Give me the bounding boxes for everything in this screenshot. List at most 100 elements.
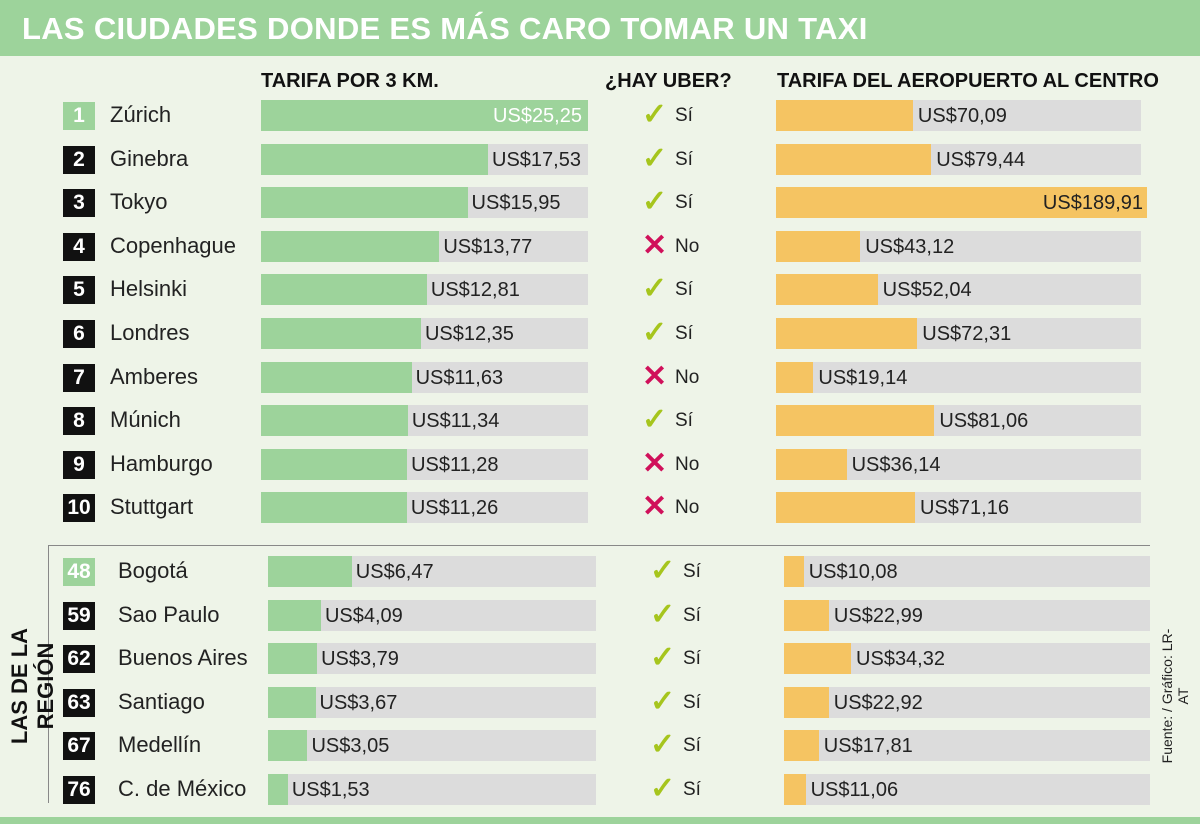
uber-status: Sí <box>683 604 701 626</box>
rank-badge: 62 <box>63 645 95 674</box>
check-icon: ✓ <box>650 554 676 587</box>
city-name: Hamburgo <box>110 450 213 476</box>
airport-bar <box>784 774 806 805</box>
chart-title: LAS CIUDADES DONDE ES MÁS CARO TOMAR UN … <box>0 0 1200 56</box>
region-city-row: 76 C. de México US$1,53 ✓ Sí US$11,06 <box>0 772 1200 806</box>
uber-status: Sí <box>683 691 701 713</box>
region-city-row: 67 Medellín US$3,05 ✓ Sí US$17,81 <box>0 728 1200 762</box>
fare-bar-track: US$25,25 <box>261 100 588 131</box>
airport-value: US$22,99 <box>833 604 923 627</box>
rank-badge: 5 <box>63 276 95 305</box>
airport-value: US$52,04 <box>882 279 972 302</box>
uber-status: Sí <box>675 192 693 214</box>
rank-badge: 10 <box>63 494 95 523</box>
city-name: Copenhague <box>110 232 237 258</box>
check-icon: ✓ <box>650 772 676 805</box>
fare-value: US$11,26 <box>410 497 499 520</box>
check-icon: ✓ <box>642 98 668 131</box>
airport-value: US$70,09 <box>917 105 1007 127</box>
rank-badge: 6 <box>63 320 95 348</box>
fare-bar-track: US$13,77 <box>261 230 588 262</box>
check-icon: ✓ <box>642 272 668 306</box>
airport-value: US$22,92 <box>833 691 923 714</box>
city-name: Tokyo <box>110 189 168 215</box>
check-icon: ✓ <box>650 641 676 675</box>
airport-value: US$36,14 <box>851 453 941 476</box>
uber-status: Sí <box>675 323 693 344</box>
cross-icon: ✕ <box>642 446 668 480</box>
fare-bar-track: US$3,67 <box>268 686 596 718</box>
cross-icon: ✕ <box>642 228 668 262</box>
airport-value: US$72,31 <box>922 323 1012 345</box>
fare-bar <box>268 599 321 631</box>
airport-value: US$43,12 <box>865 235 955 258</box>
cross-icon: ✕ <box>642 359 668 393</box>
fare-bar <box>268 730 308 762</box>
fare-bar <box>261 492 407 524</box>
city-row: 5 Helsinki US$12,81 ✓ Sí US$52,04 <box>0 272 1200 306</box>
airport-bar <box>784 556 804 587</box>
airport-bar-track: US$189,91 <box>776 187 1147 219</box>
uber-status: Sí <box>675 410 693 432</box>
fare-bar-track: US$15,95 <box>261 187 588 219</box>
fare-bar <box>261 318 421 349</box>
airport-bar-track: US$70,09 <box>776 100 1141 131</box>
airport-bar-track: US$72,31 <box>776 318 1141 349</box>
uber-status: Sí <box>675 105 693 126</box>
fare-value: US$12,35 <box>424 323 514 345</box>
city-row: 7 Amberes US$11,63 ✕ No US$19,14 <box>0 359 1200 394</box>
header-fare: TARIFA POR 3 KM. <box>261 70 439 92</box>
check-icon: ✓ <box>642 141 668 175</box>
airport-bar-track: US$10,08 <box>784 556 1150 587</box>
city-row: 1 Zúrich US$25,25 ✓ Sí US$70,09 <box>0 98 1200 132</box>
rank-badge: 63 <box>63 688 95 717</box>
uber-status: No <box>675 366 700 388</box>
city-row: 9 Hamburgo US$11,28 ✕ No US$36,14 <box>0 446 1200 481</box>
airport-bar <box>776 405 935 437</box>
check-icon: ✓ <box>642 403 668 437</box>
city-row: 6 Londres US$12,35 ✓ Sí US$72,31 <box>0 316 1200 350</box>
rank-badge: 3 <box>63 189 95 218</box>
fare-bar-track: US$4,09 <box>268 599 596 631</box>
fare-bar-track: US$11,28 <box>261 448 588 480</box>
city-row: 4 Copenhague US$13,77 ✕ No US$43,12 <box>0 228 1200 263</box>
airport-bar-track: US$71,16 <box>776 492 1141 524</box>
airport-bar-track: US$79,44 <box>776 143 1141 175</box>
city-name: Ginebra <box>110 145 189 171</box>
fare-bar-track: US$6,47 <box>268 556 596 587</box>
airport-bar-track: US$34,32 <box>784 643 1150 675</box>
fare-value: US$25,25 <box>493 105 582 127</box>
check-icon: ✓ <box>650 684 676 718</box>
uber-status: No <box>675 453 700 475</box>
city-name: Santiago <box>118 688 205 714</box>
fare-bar-track: US$11,63 <box>261 361 588 393</box>
uber-status: Sí <box>683 735 701 757</box>
city-row: 3 Tokyo US$15,95 ✓ Sí US$189,91 <box>0 185 1200 219</box>
uber-status: Sí <box>675 279 693 301</box>
rank-badge: 76 <box>63 776 95 804</box>
airport-bar-track: US$19,14 <box>776 361 1141 393</box>
airport-bar-track: US$22,99 <box>784 599 1150 631</box>
airport-value: US$19,14 <box>818 366 908 389</box>
airport-bar <box>776 100 913 131</box>
rank-badge: 48 <box>63 558 95 586</box>
fare-value: US$3,67 <box>319 691 398 714</box>
airport-bar <box>776 230 861 262</box>
fare-bar-track: US$12,81 <box>261 274 588 306</box>
airport-bar <box>776 361 814 393</box>
region-city-row: 63 Santiago US$3,67 ✓ Sí US$22,92 <box>0 684 1200 719</box>
city-row: 8 Múnich US$11,34 ✓ Sí US$81,06 <box>0 403 1200 437</box>
region-city-row: 62 Buenos Aires US$3,79 ✓ Sí US$34,32 <box>0 641 1200 675</box>
fare-bar-track: US$17,53 <box>261 143 588 175</box>
fare-bar <box>261 230 440 262</box>
rank-badge: 1 <box>63 102 95 130</box>
city-name: Zúrich <box>110 102 172 127</box>
rank-badge: 7 <box>63 363 95 392</box>
fare-bar-track: US$3,79 <box>268 643 596 675</box>
airport-value: US$81,06 <box>939 410 1029 433</box>
fare-bar <box>261 361 412 393</box>
fare-value: US$17,53 <box>492 148 581 171</box>
airport-value: US$11,06 <box>810 779 899 801</box>
uber-status: Sí <box>683 648 701 670</box>
airport-bar <box>776 143 932 175</box>
